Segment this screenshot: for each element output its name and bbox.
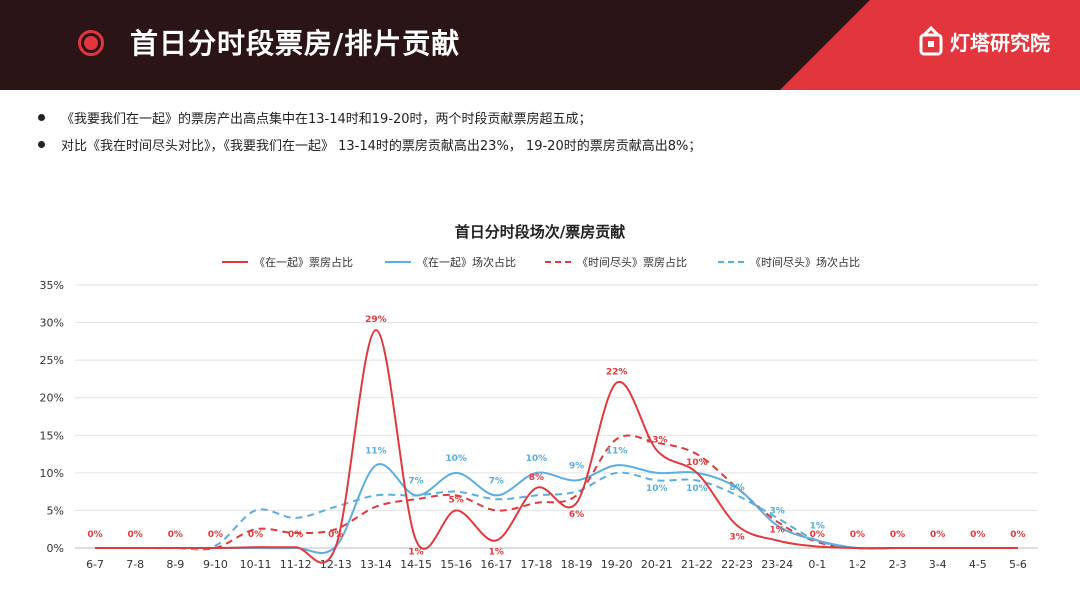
data-label: 0%: [248, 530, 263, 540]
data-label: 10%: [686, 484, 708, 494]
data-label: 0%: [1010, 530, 1025, 540]
data-label: 10%: [686, 458, 708, 468]
data-label: 0%: [890, 530, 905, 540]
x-tick-label: 1-2: [848, 558, 866, 571]
y-tick-label: 10%: [40, 467, 64, 480]
data-label: 0%: [328, 530, 343, 540]
data-label: 1%: [770, 525, 785, 535]
y-tick-label: 20%: [40, 392, 64, 405]
data-label: 3%: [770, 506, 785, 516]
x-tick-label: 2-3: [889, 558, 907, 571]
x-tick-label: 0-1: [808, 558, 826, 571]
x-tick-label: 14-15: [400, 558, 432, 571]
x-tick-label: 15-16: [440, 558, 472, 571]
data-label: 7%: [489, 476, 504, 486]
legend-label: 《时间尽头》场次占比: [750, 255, 860, 269]
logo-text: 灯塔研究院: [950, 30, 1050, 55]
x-tick-label: 8-9: [166, 558, 184, 571]
y-tick-label: 25%: [40, 354, 64, 367]
series-line: [95, 329, 1018, 564]
x-tick-label: 11-12: [280, 558, 312, 571]
data-label: 0%: [930, 530, 945, 540]
x-tick-label: 13-14: [360, 558, 392, 571]
x-tick-label: 6-7: [86, 558, 104, 571]
line-chart: 首日分时段场次/票房贡献《在一起》票房占比 《在一起》场次占比 《时间尽头》票房占比…: [40, 223, 1038, 571]
x-tick-label: 7-8: [126, 558, 144, 571]
data-label: 7%: [408, 476, 423, 486]
y-tick-label: 0%: [47, 542, 64, 555]
data-label: 0%: [208, 530, 223, 540]
bullet-text: 对比《我在时间尽头对比》，《我要我们在一起》 13-14时的票房贡献高出23%，…: [61, 139, 702, 154]
data-label: 5%: [449, 495, 464, 505]
data-label: 29%: [365, 315, 387, 325]
x-tick-label: 19-20: [601, 558, 633, 571]
legend-label: 《在一起》票房占比: [254, 255, 353, 269]
data-label: 10%: [526, 454, 548, 464]
x-tick-label: 20-21: [641, 558, 673, 571]
bullet-item: 《我要我们在一起》的票房产出高点集中在13-14时和19-20时，两个时段贡献票…: [38, 104, 701, 131]
data-label: 8%: [529, 473, 544, 483]
data-label: 0%: [128, 530, 143, 540]
y-tick-label: 5%: [47, 504, 64, 517]
data-label: 9%: [569, 461, 584, 471]
data-label: 6%: [569, 510, 584, 520]
data-label: 1%: [810, 521, 825, 531]
bullet-item: 对比《我在时间尽头对比》，《我要我们在一起》 13-14时的票房贡献高出23%，…: [38, 131, 701, 158]
data-label: 10%: [445, 454, 467, 464]
x-tick-label: 22-23: [721, 558, 753, 571]
data-label: 1%: [489, 547, 504, 557]
x-tick-label: 3-4: [929, 558, 947, 571]
data-label: 22%: [606, 368, 628, 378]
x-tick-label: 10-11: [240, 558, 272, 571]
data-label: 0%: [87, 530, 102, 540]
y-tick-label: 35%: [40, 279, 64, 292]
bullet-text: 《我要我们在一起》的票房产出高点集中在13-14时和19-20时，两个时段贡献票…: [61, 112, 592, 127]
data-label: 0%: [288, 530, 303, 540]
x-tick-label: 23-24: [761, 558, 793, 571]
data-label: 13%: [646, 435, 668, 445]
x-tick-label: 9-10: [203, 558, 228, 571]
x-tick-label: 16-17: [480, 558, 512, 571]
legend-label: 《时间尽头》票房占比: [577, 255, 687, 269]
chart-title: 首日分时段场次/票房贡献: [455, 223, 625, 241]
bullet-icon: [38, 141, 45, 148]
x-tick-label: 17-18: [520, 558, 552, 571]
data-label: 10%: [646, 484, 668, 494]
data-label: 0%: [168, 530, 183, 540]
data-label: 8%: [729, 483, 744, 493]
data-label: 0%: [850, 530, 865, 540]
page-title: 首日分时段票房/排片贡献: [130, 27, 461, 60]
series-line: [95, 463, 1018, 554]
lighthouse-icon: [919, 26, 943, 56]
x-tick-label: 12-13: [320, 558, 352, 571]
summary-bullets: 《我要我们在一起》的票房产出高点集中在13-14时和19-20时，两个时段贡献票…: [38, 104, 701, 158]
y-tick-label: 30%: [40, 317, 64, 330]
series-line: [95, 434, 1018, 551]
bullet-icon: [38, 114, 45, 121]
data-label: 11%: [606, 446, 628, 456]
record-icon: [78, 30, 104, 56]
data-label: 3%: [729, 532, 744, 542]
record-icon-dot: [84, 36, 98, 50]
data-label: 11%: [365, 446, 387, 456]
y-tick-label: 15%: [40, 429, 64, 442]
legend-label: 《在一起》场次占比: [417, 255, 516, 269]
data-label: 0%: [810, 530, 825, 540]
data-label: 0%: [970, 530, 985, 540]
x-tick-label: 4-5: [969, 558, 987, 571]
brand-logo: 灯塔研究院: [918, 26, 1050, 56]
x-tick-label: 21-22: [681, 558, 713, 571]
header-bar: 首日分时段票房/排片贡献 灯塔研究院: [0, 0, 1080, 90]
x-tick-label: 18-19: [561, 558, 593, 571]
x-tick-label: 5-6: [1009, 558, 1027, 571]
data-label: 1%: [408, 547, 423, 557]
